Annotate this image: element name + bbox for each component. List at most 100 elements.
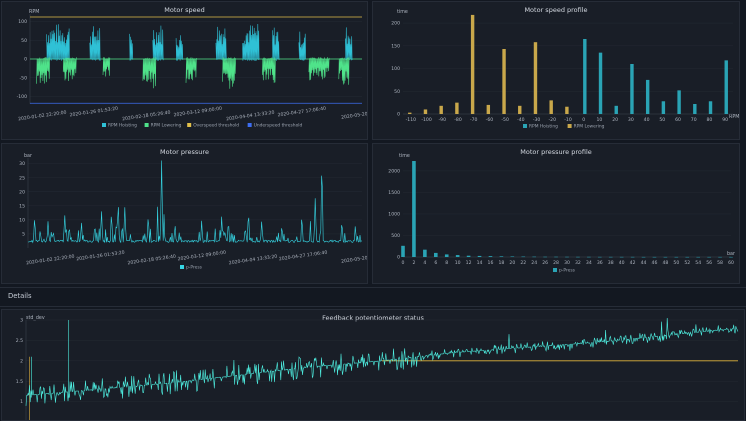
legend-swatch xyxy=(553,268,557,272)
p-press-bar xyxy=(652,256,657,258)
p-press-bar xyxy=(532,256,536,258)
x-tick-label: 2020-05-20 xyxy=(341,255,368,265)
p-press-bar xyxy=(554,256,558,258)
p-press-bar xyxy=(510,256,515,257)
rpm-hoisting-series xyxy=(298,31,306,61)
x-tick-label: 30 xyxy=(564,260,570,266)
feedback-potentiometer-title: Feedback potentiometer status xyxy=(322,314,424,322)
x-tick-label: 10 xyxy=(596,117,602,123)
rpm-lowering-series xyxy=(102,57,111,77)
y-tick-label: 2000 xyxy=(388,169,400,175)
motor-speed-profile-title: Motor speed profile xyxy=(524,6,588,14)
y-tick-label: 1000 xyxy=(388,212,400,218)
x-tick-label: -40 xyxy=(517,117,525,123)
x-tick-label: 6 xyxy=(434,260,437,266)
rpm-hoisting-bar xyxy=(708,101,713,114)
x-tick-label: 2020-02-18 05:26:40 xyxy=(127,254,176,267)
x-tick-label: 40 xyxy=(619,260,625,266)
y-tick-label: 50 xyxy=(21,38,27,44)
p-press-bar xyxy=(488,256,493,257)
x-tick-label: 50 xyxy=(659,117,665,123)
y-tick-label: 1500 xyxy=(388,190,400,196)
motor-speed-panel: Motor speed RPM -100 -50 0 50 100 2020-01-02 2… xyxy=(1,1,368,140)
rpm-lowering-bar xyxy=(502,49,506,114)
rpm-lowering-series xyxy=(308,57,330,81)
legend-label: Underspeed threshold xyxy=(254,123,303,129)
legend-label: p-Press xyxy=(559,268,576,274)
feedback-potentiometer-chart[interactable]: std_dev 1 1.5 2 2.5 3 xyxy=(2,310,745,421)
y-tick-label: 0 xyxy=(24,57,27,63)
section-divider-top xyxy=(0,287,746,288)
legend-label: RPM Lowering xyxy=(151,123,182,129)
rpm-lowering-bar xyxy=(455,102,459,114)
rpm-hoisting-series xyxy=(89,26,101,61)
x-tick-label: 2020-05-20 xyxy=(341,111,368,121)
y-tick-label: 25 xyxy=(19,175,25,181)
p-press-bar xyxy=(707,256,711,258)
x-tick-label: 40 xyxy=(644,117,650,123)
x-tick-label: 18 xyxy=(498,260,504,266)
rpm-lowering-bar xyxy=(486,104,491,114)
p-press-bar xyxy=(455,255,460,257)
p-press-bar xyxy=(543,256,547,258)
motor-pressure-panel: Motor pressure bar 5 10 15 20 25 30 2020-01-02 … xyxy=(1,143,368,284)
rpm-hoisting-series xyxy=(345,27,353,61)
x-tick-label: 2020-01-26 01:53:20 xyxy=(76,250,125,263)
feedback-y-unit: std_dev xyxy=(26,315,45,321)
motor-pressure-chart[interactable]: bar 5 10 15 20 25 30 2020-01-02 22:20:00 2020-01… xyxy=(2,144,368,284)
motor-speed-profile-panel: Motor speed profile time RPM 0 50 100 150 200-… xyxy=(372,1,740,140)
x-tick-label: -30 xyxy=(533,117,541,123)
legend-label: Overspeed threshold xyxy=(193,123,239,129)
p-press-bar xyxy=(401,245,405,257)
p-press-bar xyxy=(685,256,690,258)
legend-label: RPM Lowering xyxy=(574,124,605,130)
x-tick-label: 10 xyxy=(455,260,461,266)
rpm-hoisting-series xyxy=(215,26,227,61)
x-tick-label: 2020-03-12 09:00:00 xyxy=(173,106,222,119)
p-press-bar xyxy=(521,256,526,258)
legend-swatch xyxy=(102,123,106,127)
legend-swatch xyxy=(247,123,252,127)
p-press-bar xyxy=(674,256,679,258)
details-section-label[interactable]: Details xyxy=(8,292,32,300)
rpm-lowering-bar xyxy=(518,105,522,114)
y-tick-label: 50 xyxy=(394,89,400,95)
p-press-bar xyxy=(587,256,591,258)
x-tick-label: 2020-01-02 22:20:00 xyxy=(26,254,75,267)
x-tick-label: -20 xyxy=(549,117,557,123)
x-tick-label: 2020-03-12 09:00:00 xyxy=(177,250,226,263)
x-tick-label: -60 xyxy=(486,117,494,123)
y-tick-label: 2.5 xyxy=(16,338,23,344)
legend-swatch xyxy=(523,124,527,128)
x-tick-label: -70 xyxy=(470,117,478,123)
x-tick-label: 50 xyxy=(673,260,679,266)
x-tick-label: 60 xyxy=(675,117,681,123)
legend-swatch xyxy=(144,123,149,127)
x-tick-label: 2020-01-26 01:53:20 xyxy=(69,106,118,119)
rpm-hoisting-series xyxy=(152,25,164,61)
p-press-bar xyxy=(729,256,733,258)
y-tick-label: 150 xyxy=(391,43,400,49)
legend-swatch xyxy=(180,265,184,269)
legend-swatch xyxy=(187,123,192,127)
rpm-hoisting-series xyxy=(46,24,70,61)
p-press-bar xyxy=(619,256,624,258)
p-press-bar xyxy=(499,256,504,257)
rpm-lowering-bar xyxy=(565,106,569,114)
x-tick-label: 2020-04-27 17:06:40 xyxy=(277,106,326,119)
motor-speed-title: Motor speed xyxy=(164,6,205,14)
x-tick-label: 26 xyxy=(542,260,548,266)
x-tick-label: 22 xyxy=(520,260,526,266)
p-press-bar xyxy=(444,254,449,257)
pressure-y-unit: bar xyxy=(24,153,32,159)
x-tick-label: 60 xyxy=(728,260,734,266)
p-press-bar xyxy=(565,256,569,258)
p-press-bar xyxy=(477,255,482,257)
y-tick-label: 10 xyxy=(19,217,25,223)
x-tick-label: 80 xyxy=(706,117,712,123)
y-tick-label: -100 xyxy=(17,94,28,100)
p-press-bar xyxy=(608,256,613,258)
